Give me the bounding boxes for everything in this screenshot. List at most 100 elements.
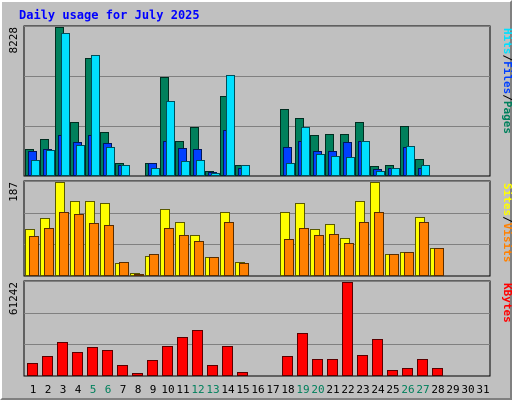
- day-label-8: 8: [135, 383, 142, 396]
- bar-sites-day-7: [119, 262, 129, 276]
- bar-kbytes-day-20: [312, 359, 323, 376]
- side-label-separator: /: [501, 94, 512, 101]
- bar-hits-day-22: [346, 157, 355, 176]
- bar-sites-day-24: [374, 212, 384, 276]
- bar-kbytes-day-23: [357, 355, 368, 376]
- bar-hits-day-27: [421, 165, 430, 176]
- day-label-2: 2: [45, 383, 52, 396]
- bar-sites-day-19: [299, 228, 309, 276]
- day-label-6: 6: [105, 383, 112, 396]
- panel-hits_files_pages-ymax-label: 8228: [7, 27, 20, 54]
- bar-hits-day-1: [31, 160, 40, 176]
- bar-sites-day-4: [74, 214, 84, 276]
- bar-kbytes-day-12: [192, 330, 203, 376]
- panel-visits_sites-ymax-label: 187: [7, 182, 20, 202]
- bar-kbytes-day-11: [177, 337, 188, 376]
- bar-hits-day-13: [211, 173, 220, 176]
- bar-kbytes-day-1: [27, 363, 38, 376]
- bar-kbytes-day-18: [282, 356, 293, 376]
- bar-hits-day-9: [151, 168, 160, 176]
- bar-hits-day-25: [391, 168, 400, 176]
- bar-kbytes-day-22: [342, 282, 353, 376]
- panel-kbytes-side-label: KBytes: [501, 283, 512, 323]
- bar-hits-day-7: [121, 165, 130, 176]
- bar-kbytes-day-13: [207, 365, 218, 376]
- bar-sites-day-18: [284, 239, 294, 276]
- bar-sites-day-21: [329, 234, 339, 276]
- day-label-15: 15: [236, 383, 249, 396]
- bar-kbytes-day-7: [117, 365, 128, 376]
- day-label-23: 23: [356, 383, 369, 396]
- bar-hits-day-18: [286, 163, 295, 176]
- bar-sites-day-23: [359, 222, 369, 276]
- day-label-29: 29: [446, 383, 459, 396]
- bar-sites-day-1: [29, 236, 39, 276]
- day-label-26: 26: [401, 383, 414, 396]
- bar-sites-day-26: [404, 252, 414, 276]
- bar-kbytes-day-8: [132, 373, 143, 376]
- day-label-20: 20: [311, 383, 324, 396]
- day-label-5: 5: [90, 383, 97, 396]
- bar-sites-day-27: [419, 222, 429, 276]
- bar-hits-day-10: [166, 101, 175, 176]
- bar-kbytes-day-26: [402, 368, 413, 376]
- day-label-16: 16: [251, 383, 264, 396]
- bar-sites-day-8: [134, 274, 144, 276]
- bar-sites-day-3: [59, 212, 69, 276]
- bar-kbytes-day-2: [42, 356, 53, 376]
- bar-hits-day-14: [226, 75, 235, 176]
- bar-hits-day-15: [241, 165, 250, 176]
- bar-hits-day-2: [46, 150, 55, 176]
- bar-kbytes-day-27: [417, 359, 428, 376]
- bar-kbytes-day-15: [237, 372, 248, 376]
- bar-hits-day-11: [181, 161, 190, 176]
- bar-sites-day-5: [89, 223, 99, 276]
- day-label-25: 25: [386, 383, 399, 396]
- panel-hits_files_pages-side-label: Hits/Files/Pages: [501, 28, 512, 134]
- bar-kbytes-day-28: [432, 368, 443, 376]
- day-label-12: 12: [191, 383, 204, 396]
- side-label-separator: /: [501, 55, 512, 62]
- bar-sites-day-20: [314, 235, 324, 276]
- bar-kbytes-day-5: [87, 347, 98, 376]
- day-label-28: 28: [431, 383, 444, 396]
- chart-title: Daily usage for July 2025: [19, 8, 200, 22]
- bar-hits-day-12: [196, 160, 205, 176]
- bar-sites-day-6: [104, 225, 114, 276]
- bar-sites-day-22: [344, 243, 354, 276]
- panel-kbytes-ymax-label: 61242: [7, 282, 20, 315]
- bar-hits-day-26: [406, 146, 415, 176]
- day-label-10: 10: [161, 383, 174, 396]
- bar-kbytes-day-10: [162, 346, 173, 376]
- bar-sites-day-13: [209, 257, 219, 276]
- bar-sites-day-15: [239, 263, 249, 276]
- day-label-24: 24: [371, 383, 385, 396]
- day-label-11: 11: [176, 383, 189, 396]
- bar-sites-day-11: [179, 235, 189, 276]
- bar-hits-day-3: [61, 33, 70, 176]
- panel-kbytes-frame: [23, 280, 491, 377]
- bar-kbytes-day-24: [372, 339, 383, 376]
- day-label-18: 18: [281, 383, 294, 396]
- bar-sites-day-2: [44, 228, 54, 276]
- bar-kbytes-day-14: [222, 346, 233, 376]
- bar-sites-day-9: [149, 254, 159, 276]
- day-label-14: 14: [221, 383, 235, 396]
- day-label-17: 17: [266, 383, 279, 396]
- bar-kbytes-day-9: [147, 360, 158, 376]
- day-label-31: 31: [476, 383, 489, 396]
- bar-hits-day-5: [91, 55, 100, 176]
- day-label-9: 9: [150, 383, 157, 396]
- side-label-sites: Sites: [501, 183, 512, 216]
- bar-kbytes-day-3: [57, 342, 68, 376]
- bar-kbytes-day-6: [102, 350, 113, 376]
- side-label-files: Files: [501, 61, 512, 94]
- panel-visits_sites-side-label: Sites/Visits: [501, 183, 512, 263]
- bar-hits-day-4: [76, 145, 85, 176]
- bar-kbytes-day-21: [327, 359, 338, 376]
- bar-hits-day-23: [361, 141, 370, 176]
- bar-kbytes-day-4: [72, 352, 83, 376]
- bar-sites-day-25: [389, 254, 399, 276]
- day-label-21: 21: [326, 383, 339, 396]
